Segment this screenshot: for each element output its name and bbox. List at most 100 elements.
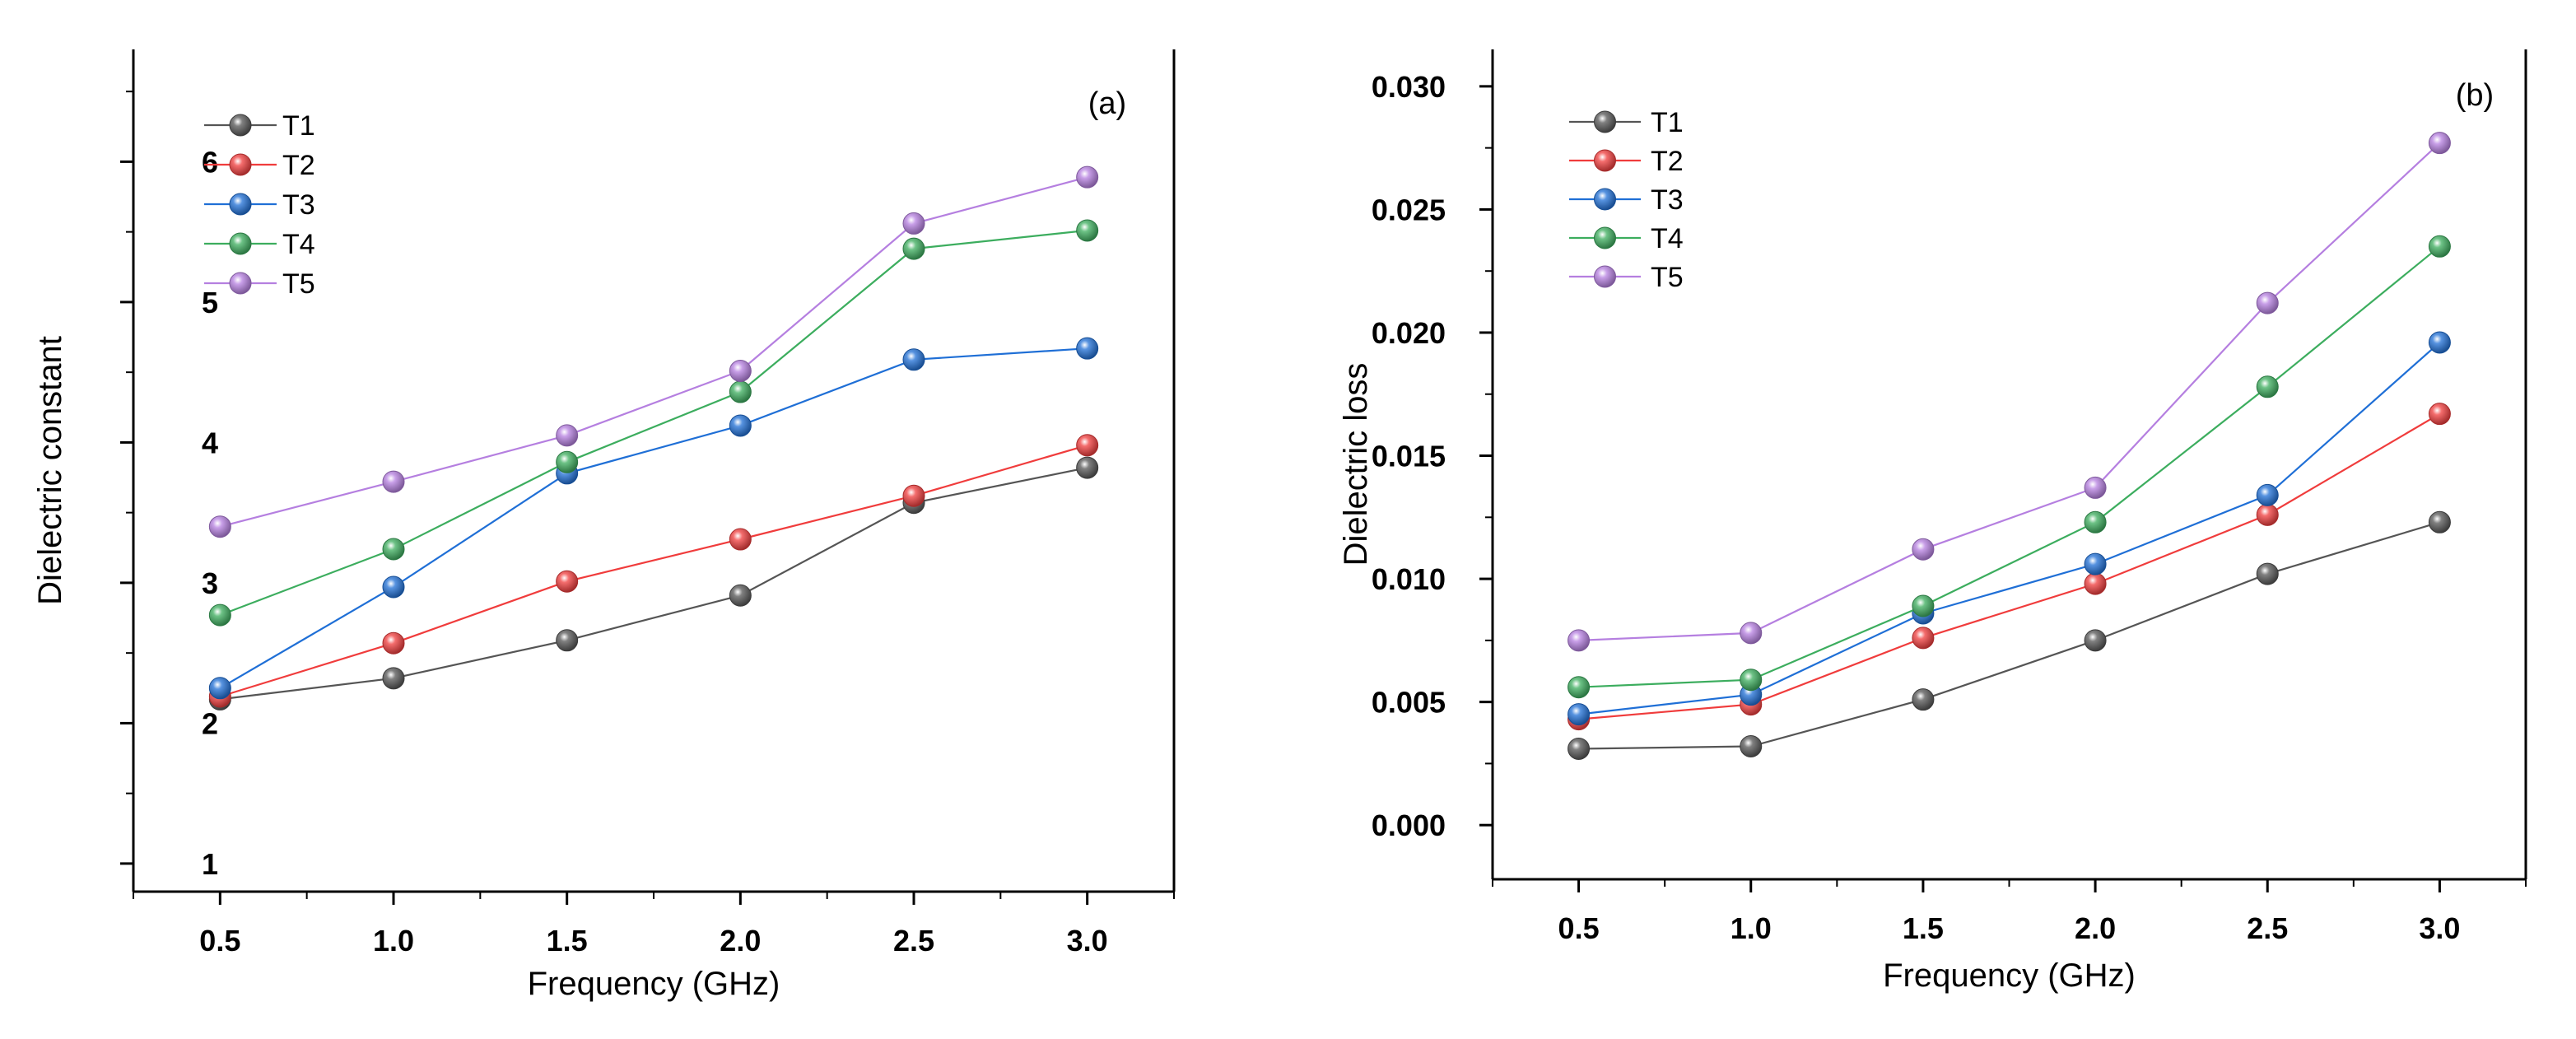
- panel-a: 1 2 3 4 5 6 0.5 1.0 1.5 2.0 2.5 3.0 Frequency (GHz) D…: [32, 49, 1176, 1002]
- data-point: [382, 631, 405, 655]
- legend-marker: [1594, 226, 1616, 249]
- x-tick-label: 1.5: [1903, 911, 1944, 945]
- panel-label: (b): [2456, 78, 2494, 113]
- series-T5: [1567, 132, 2451, 652]
- x-tick-label: 3.0: [2419, 911, 2460, 945]
- data-point: [382, 667, 405, 690]
- data-point: [729, 414, 752, 437]
- legend-item: T5: [204, 268, 315, 300]
- y-tick-label: 2: [202, 706, 218, 740]
- legend-item: T4: [204, 229, 315, 260]
- series-line: [1578, 245, 2441, 688]
- x-axis-title: Frequency (GHz): [528, 966, 780, 1002]
- legend-label: T2: [1651, 146, 1684, 177]
- legend-marker: [1594, 110, 1616, 133]
- data-point: [382, 470, 405, 493]
- legend-label: T3: [1651, 184, 1684, 216]
- data-point: [2428, 235, 2451, 258]
- legend-item: T4: [1569, 223, 1684, 254]
- data-point: [729, 380, 752, 403]
- legend-item: T2: [1569, 146, 1684, 177]
- series-T3: [1567, 331, 2451, 726]
- data-point: [556, 450, 579, 473]
- series-line: [1578, 412, 2440, 720]
- series-T2: [208, 434, 1099, 708]
- data-point: [382, 575, 405, 599]
- series-line: [219, 347, 1088, 689]
- data-point: [208, 677, 231, 700]
- legend-item: T2: [204, 150, 315, 181]
- series-T2: [1567, 403, 2451, 731]
- series-line: [219, 229, 1088, 617]
- panel-b: 0.000 0.005 0.010 0.015 0.020 0.025 0.030 0.5 1.…: [1338, 49, 2527, 994]
- series-T1: [1567, 510, 2451, 760]
- data-point: [2084, 552, 2107, 575]
- legend-label: T5: [282, 268, 315, 300]
- data-point: [902, 212, 925, 235]
- data-point: [208, 603, 231, 627]
- data-point: [902, 484, 925, 507]
- data-point: [1912, 627, 1935, 650]
- data-point: [208, 515, 231, 538]
- data-point: [1567, 629, 1591, 652]
- x-tick-label: 0.5: [199, 924, 240, 957]
- data-point: [382, 538, 405, 561]
- y-tick-label: 5: [202, 286, 218, 319]
- x-tick-label: 1.5: [547, 924, 588, 957]
- y-tick-label: 0.005: [1372, 686, 1446, 720]
- data-point: [902, 348, 925, 371]
- y-tick-label: 0.025: [1372, 193, 1446, 226]
- series-line: [219, 444, 1088, 698]
- series-line: [220, 176, 1088, 528]
- series-line: [220, 467, 1088, 701]
- data-point: [1740, 734, 1763, 757]
- y-tick-label: 6: [202, 145, 218, 179]
- x-tick-label: 0.5: [1558, 911, 1600, 945]
- legend-label: T1: [282, 110, 315, 142]
- data-point: [2256, 291, 2279, 314]
- legend-item: T1: [204, 110, 315, 142]
- y-tick-label: 0.020: [1372, 316, 1446, 350]
- series-line: [1578, 521, 2440, 750]
- data-point: [729, 359, 752, 382]
- data-point: [1912, 688, 1935, 711]
- legend-marker: [1594, 265, 1616, 288]
- x-tick-label: 1.0: [1731, 911, 1772, 945]
- x-axis-title: Frequency (GHz): [1883, 957, 2136, 994]
- legend-marker: [229, 193, 252, 216]
- legend-marker: [1594, 149, 1616, 172]
- x-tick-label: 2.0: [720, 924, 761, 957]
- data-point: [729, 528, 752, 551]
- series-T4: [1567, 235, 2451, 699]
- series-line: [1578, 142, 2441, 641]
- legend-item: T5: [1569, 262, 1684, 293]
- series-T3: [208, 337, 1099, 700]
- data-point: [1076, 456, 1099, 479]
- data-point: [1076, 434, 1099, 457]
- data-point: [2256, 503, 2279, 526]
- x-tick-label: 2.5: [2247, 911, 2288, 945]
- data-point: [2256, 562, 2279, 585]
- data-point: [2428, 403, 2451, 426]
- data-point: [1912, 594, 1935, 617]
- y-tick-label: 0.015: [1372, 440, 1446, 473]
- legend-label: T1: [1651, 107, 1684, 138]
- x-tick-label: 1.0: [373, 924, 414, 957]
- legend: T1 T2 T3 T4 T5: [1569, 107, 1684, 293]
- x-tick-label: 2.5: [893, 924, 934, 957]
- data-point: [1567, 703, 1591, 726]
- legend-label: T4: [1651, 223, 1684, 254]
- legend-label: T5: [1651, 262, 1684, 293]
- y-tick-label: 0.010: [1372, 562, 1446, 596]
- data-point: [2084, 629, 2107, 652]
- data-point: [2428, 510, 2451, 533]
- data-point: [1567, 737, 1591, 760]
- data-point: [2256, 483, 2279, 506]
- legend-marker: [229, 153, 252, 176]
- legend-marker: [1594, 188, 1616, 211]
- data-point: [2256, 375, 2279, 398]
- y-axis-title: Dielectric constant: [32, 336, 68, 605]
- y-axis-title: Dielectric loss: [1338, 363, 1374, 566]
- y-tick-label: 0.000: [1372, 808, 1446, 842]
- data-point: [2084, 572, 2107, 595]
